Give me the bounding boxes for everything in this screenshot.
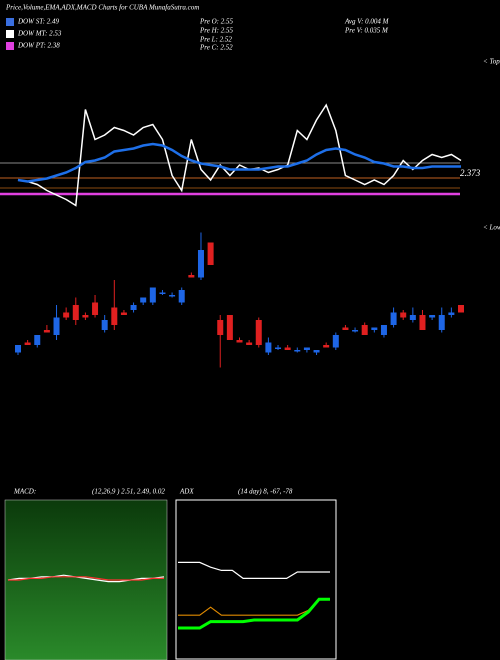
candle-body xyxy=(226,315,233,340)
candle-body xyxy=(159,292,166,294)
candle-body xyxy=(438,315,445,330)
indicator-line xyxy=(178,561,330,580)
candle-body xyxy=(63,312,70,318)
candle-body xyxy=(217,320,224,335)
candle-body xyxy=(419,315,426,330)
candle-body xyxy=(34,335,41,345)
candle-body xyxy=(400,312,407,318)
indicator-line xyxy=(8,576,164,581)
pre-volume: Pre V: 0.035 M xyxy=(344,27,389,35)
candle-body xyxy=(458,305,464,313)
chart-title: Price,Volume,EMA,ADX,MACD Charts for CUB… xyxy=(5,4,199,12)
candle-body xyxy=(24,342,31,345)
candle-body xyxy=(120,312,127,315)
adx-panel xyxy=(175,499,337,660)
candle-body xyxy=(15,345,21,353)
candle-body xyxy=(43,330,50,333)
candle-body xyxy=(371,327,378,330)
candle-body xyxy=(255,320,262,345)
candle-body xyxy=(178,290,185,303)
macd-label: MACD: xyxy=(13,488,36,496)
candle-body xyxy=(429,315,436,318)
legend-label: DOW ST: 2.49 xyxy=(17,18,60,26)
legend-swatch xyxy=(6,18,14,26)
candle-body xyxy=(332,335,339,348)
candle-body xyxy=(169,295,176,297)
lows-label: < Lows xyxy=(483,224,500,232)
candle-body xyxy=(323,345,330,348)
indicator-line xyxy=(178,597,330,630)
tops-label: < Tops xyxy=(483,58,500,66)
candle-body xyxy=(53,317,60,335)
candle-body xyxy=(352,330,359,332)
candle-body xyxy=(140,297,147,303)
candle-body xyxy=(82,315,89,318)
candle-body xyxy=(72,305,79,320)
candle-body xyxy=(448,312,455,315)
legend-label: DOW MT: 2.53 xyxy=(17,30,62,38)
candle-body xyxy=(284,347,291,350)
candle-body xyxy=(303,347,310,350)
adx-params: (14 day) 8, -67, -78 xyxy=(238,488,293,496)
overlay-line xyxy=(17,142,461,183)
legend-label: DOW PT: 2.38 xyxy=(17,42,60,50)
legend-swatch xyxy=(6,42,14,50)
overlay-line xyxy=(17,103,462,207)
candle-body xyxy=(197,250,204,278)
avg-volume: Avg V: 0.004 M xyxy=(344,18,390,26)
pre-high: Pre H: 2.55 xyxy=(199,27,233,35)
indicator-line xyxy=(178,598,330,616)
candle-body xyxy=(361,325,368,335)
candle-body xyxy=(130,305,137,310)
candle-body xyxy=(188,275,195,278)
candle-body xyxy=(294,350,301,352)
candle-body xyxy=(275,347,282,349)
candle-body xyxy=(207,242,214,265)
candle-body xyxy=(380,325,387,335)
candle-body xyxy=(101,320,108,330)
candle-body xyxy=(92,302,99,315)
pre-low: Pre L: 2.52 xyxy=(199,36,232,44)
candle-body xyxy=(313,350,320,353)
candle-body xyxy=(265,342,272,353)
pre-open: Pre O: 2.55 xyxy=(199,18,233,26)
candle-body xyxy=(149,287,156,303)
candle-body xyxy=(236,340,243,343)
legend-swatch xyxy=(6,30,14,38)
candle-body xyxy=(246,342,253,345)
candle-body xyxy=(390,312,397,325)
candle-body xyxy=(409,315,416,320)
candle-body xyxy=(342,327,349,330)
pre-close: Pre C: 2.52 xyxy=(199,44,233,52)
level-label: 2.373 xyxy=(460,168,481,178)
candle-body xyxy=(111,307,118,325)
macd-params: (12,26,9 ) 2.51, 2.49, 0.02 xyxy=(92,488,165,496)
adx-label: ADX xyxy=(179,488,194,496)
